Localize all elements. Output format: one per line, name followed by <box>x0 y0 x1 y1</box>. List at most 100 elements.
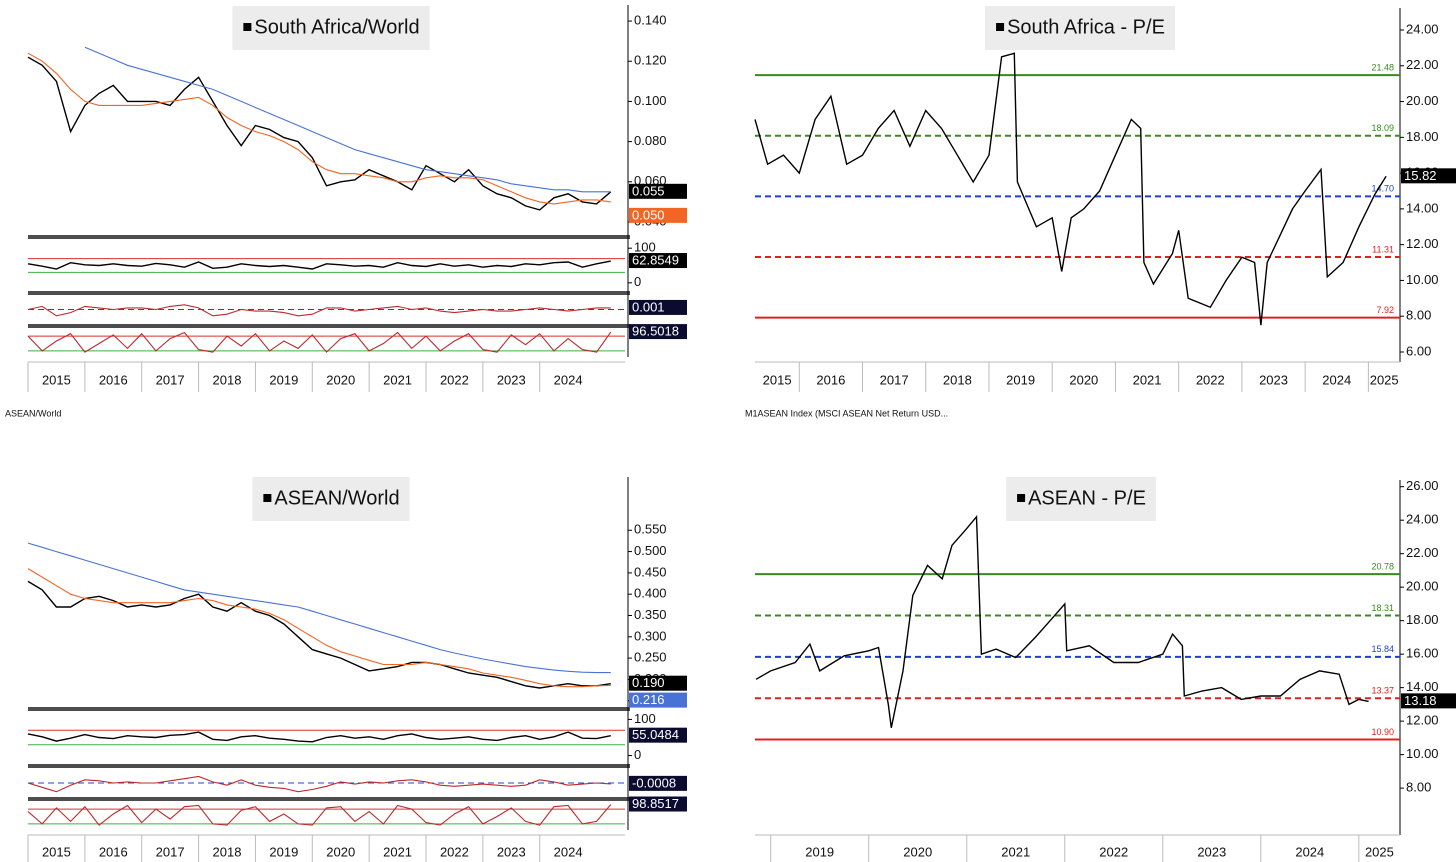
x-tick-label: 2017 <box>156 844 185 859</box>
y-tick-label: 100 <box>634 711 656 726</box>
series-line <box>27 731 611 743</box>
last-value-label: 0.001 <box>632 299 665 314</box>
chart-title: South Africa/World <box>254 16 419 38</box>
chart-title: South Africa - P/E <box>1007 16 1165 38</box>
last-value-box <box>629 775 687 791</box>
y-tick-label: 24.00 <box>1406 512 1439 527</box>
y-tick-label: 0.250 <box>634 650 667 665</box>
x-tick-label: 2016 <box>816 372 845 387</box>
x-tick-label: 2020 <box>326 372 355 387</box>
last-value-label: 0.190 <box>632 675 665 690</box>
x-tick-label: 2023 <box>1259 372 1288 387</box>
last-value-label: 0.050 <box>632 207 665 222</box>
reference-label: 18.09 <box>1371 123 1394 133</box>
y-tick-label: 0 <box>634 274 641 289</box>
x-tick-label: 2019 <box>269 844 298 859</box>
y-tick-label: 0.080 <box>634 133 667 148</box>
x-tick-label: 2019 <box>269 372 298 387</box>
caption: ASEAN/World <box>5 408 61 418</box>
x-tick-label: 2018 <box>213 844 242 859</box>
last-value-box <box>629 727 687 743</box>
x-tick-label: 2021 <box>1133 372 1162 387</box>
y-tick-label: 0 <box>634 747 641 762</box>
x-tick-label: 2019 <box>805 844 834 859</box>
title-marker <box>1017 494 1026 502</box>
pane-separator <box>28 235 630 239</box>
y-tick-label: 0.500 <box>634 543 667 558</box>
x-tick-label: 2015 <box>42 844 71 859</box>
x-tick-label: 2017 <box>880 372 909 387</box>
last-value-box <box>629 183 687 199</box>
y-tick-label: 18.00 <box>1406 129 1439 144</box>
y-tick-label: 12.00 <box>1406 713 1439 728</box>
x-tick-label: 2022 <box>440 372 469 387</box>
y-tick-label: 0.300 <box>634 628 667 643</box>
caption: M1ASEAN Index (MSCI ASEAN Net Return USD… <box>745 408 948 418</box>
series-line <box>27 580 611 689</box>
y-tick-label: 0.400 <box>634 586 667 601</box>
title-marker <box>243 23 252 31</box>
title-marker <box>263 494 272 502</box>
pane-separator <box>28 764 630 768</box>
x-tick-label: 2022 <box>440 844 469 859</box>
series-line <box>27 804 612 826</box>
y-tick-label: 22.00 <box>1406 57 1439 72</box>
x-tick-label: 2021 <box>383 372 412 387</box>
x-tick-label: 2015 <box>42 372 71 387</box>
x-tick-label: 2021 <box>1001 844 1030 859</box>
last-value-box <box>629 253 687 269</box>
series-line <box>27 775 611 793</box>
series-line <box>27 260 611 270</box>
x-tick-label: 2019 <box>1006 372 1035 387</box>
series-line <box>27 52 611 205</box>
y-tick-label: 12.00 <box>1406 236 1439 251</box>
title-marker <box>996 23 1005 31</box>
y-tick-label: 16.00 <box>1406 646 1439 661</box>
x-tick-label: 2025 <box>1365 844 1394 859</box>
y-tick-label: 6.00 <box>1406 343 1431 358</box>
y-tick-label: 0.550 <box>634 522 667 537</box>
reference-label: 14.70 <box>1371 184 1394 194</box>
reference-label: 10.90 <box>1371 727 1394 737</box>
y-tick-label: 20.00 <box>1406 579 1439 594</box>
series-line <box>27 56 612 211</box>
reference-label: 13.37 <box>1371 686 1394 696</box>
series-line <box>27 542 611 674</box>
y-tick-label: 10.00 <box>1406 272 1439 287</box>
pane-separator <box>28 324 630 328</box>
title-box <box>1006 477 1156 521</box>
last-value-label: 96.5018 <box>632 324 679 339</box>
y-tick-label: 14.00 <box>1406 200 1439 215</box>
title-box <box>985 6 1175 50</box>
reference-label: 15.84 <box>1371 644 1394 654</box>
x-tick-label: 2022 <box>1099 844 1128 859</box>
chart-title: ASEAN - P/E <box>1028 487 1146 509</box>
last-value-box <box>1401 693 1456 709</box>
last-value-box <box>629 796 687 812</box>
x-tick-label: 2016 <box>99 372 128 387</box>
y-tick-label: 14.00 <box>1406 679 1439 694</box>
reference-label: 11.31 <box>1372 244 1394 254</box>
x-tick-label: 2024 <box>1322 372 1351 387</box>
series-line <box>755 514 1369 728</box>
last-value-label: 0.216 <box>632 692 665 707</box>
y-tick-label: 22.00 <box>1406 545 1439 560</box>
last-value-label: -0.0008 <box>632 775 676 790</box>
title-box <box>252 477 410 521</box>
y-tick-label: 0.350 <box>634 607 667 622</box>
x-tick-label: 2020 <box>903 844 932 859</box>
series-line <box>27 331 612 353</box>
y-tick-label: 0.140 <box>634 13 667 28</box>
last-value-box <box>629 207 687 223</box>
last-value-label: 98.8517 <box>632 796 679 811</box>
last-value-label: 13.18 <box>1404 693 1437 708</box>
last-value-label: 15.82 <box>1404 168 1437 183</box>
y-tick-label: 10.00 <box>1406 746 1439 761</box>
x-tick-label: 2024 <box>554 372 583 387</box>
x-tick-label: 2018 <box>213 372 242 387</box>
x-tick-label: 2024 <box>554 844 583 859</box>
series-line <box>754 52 1387 326</box>
reference-label: 21.48 <box>1371 62 1394 72</box>
last-value-box <box>1401 168 1456 184</box>
